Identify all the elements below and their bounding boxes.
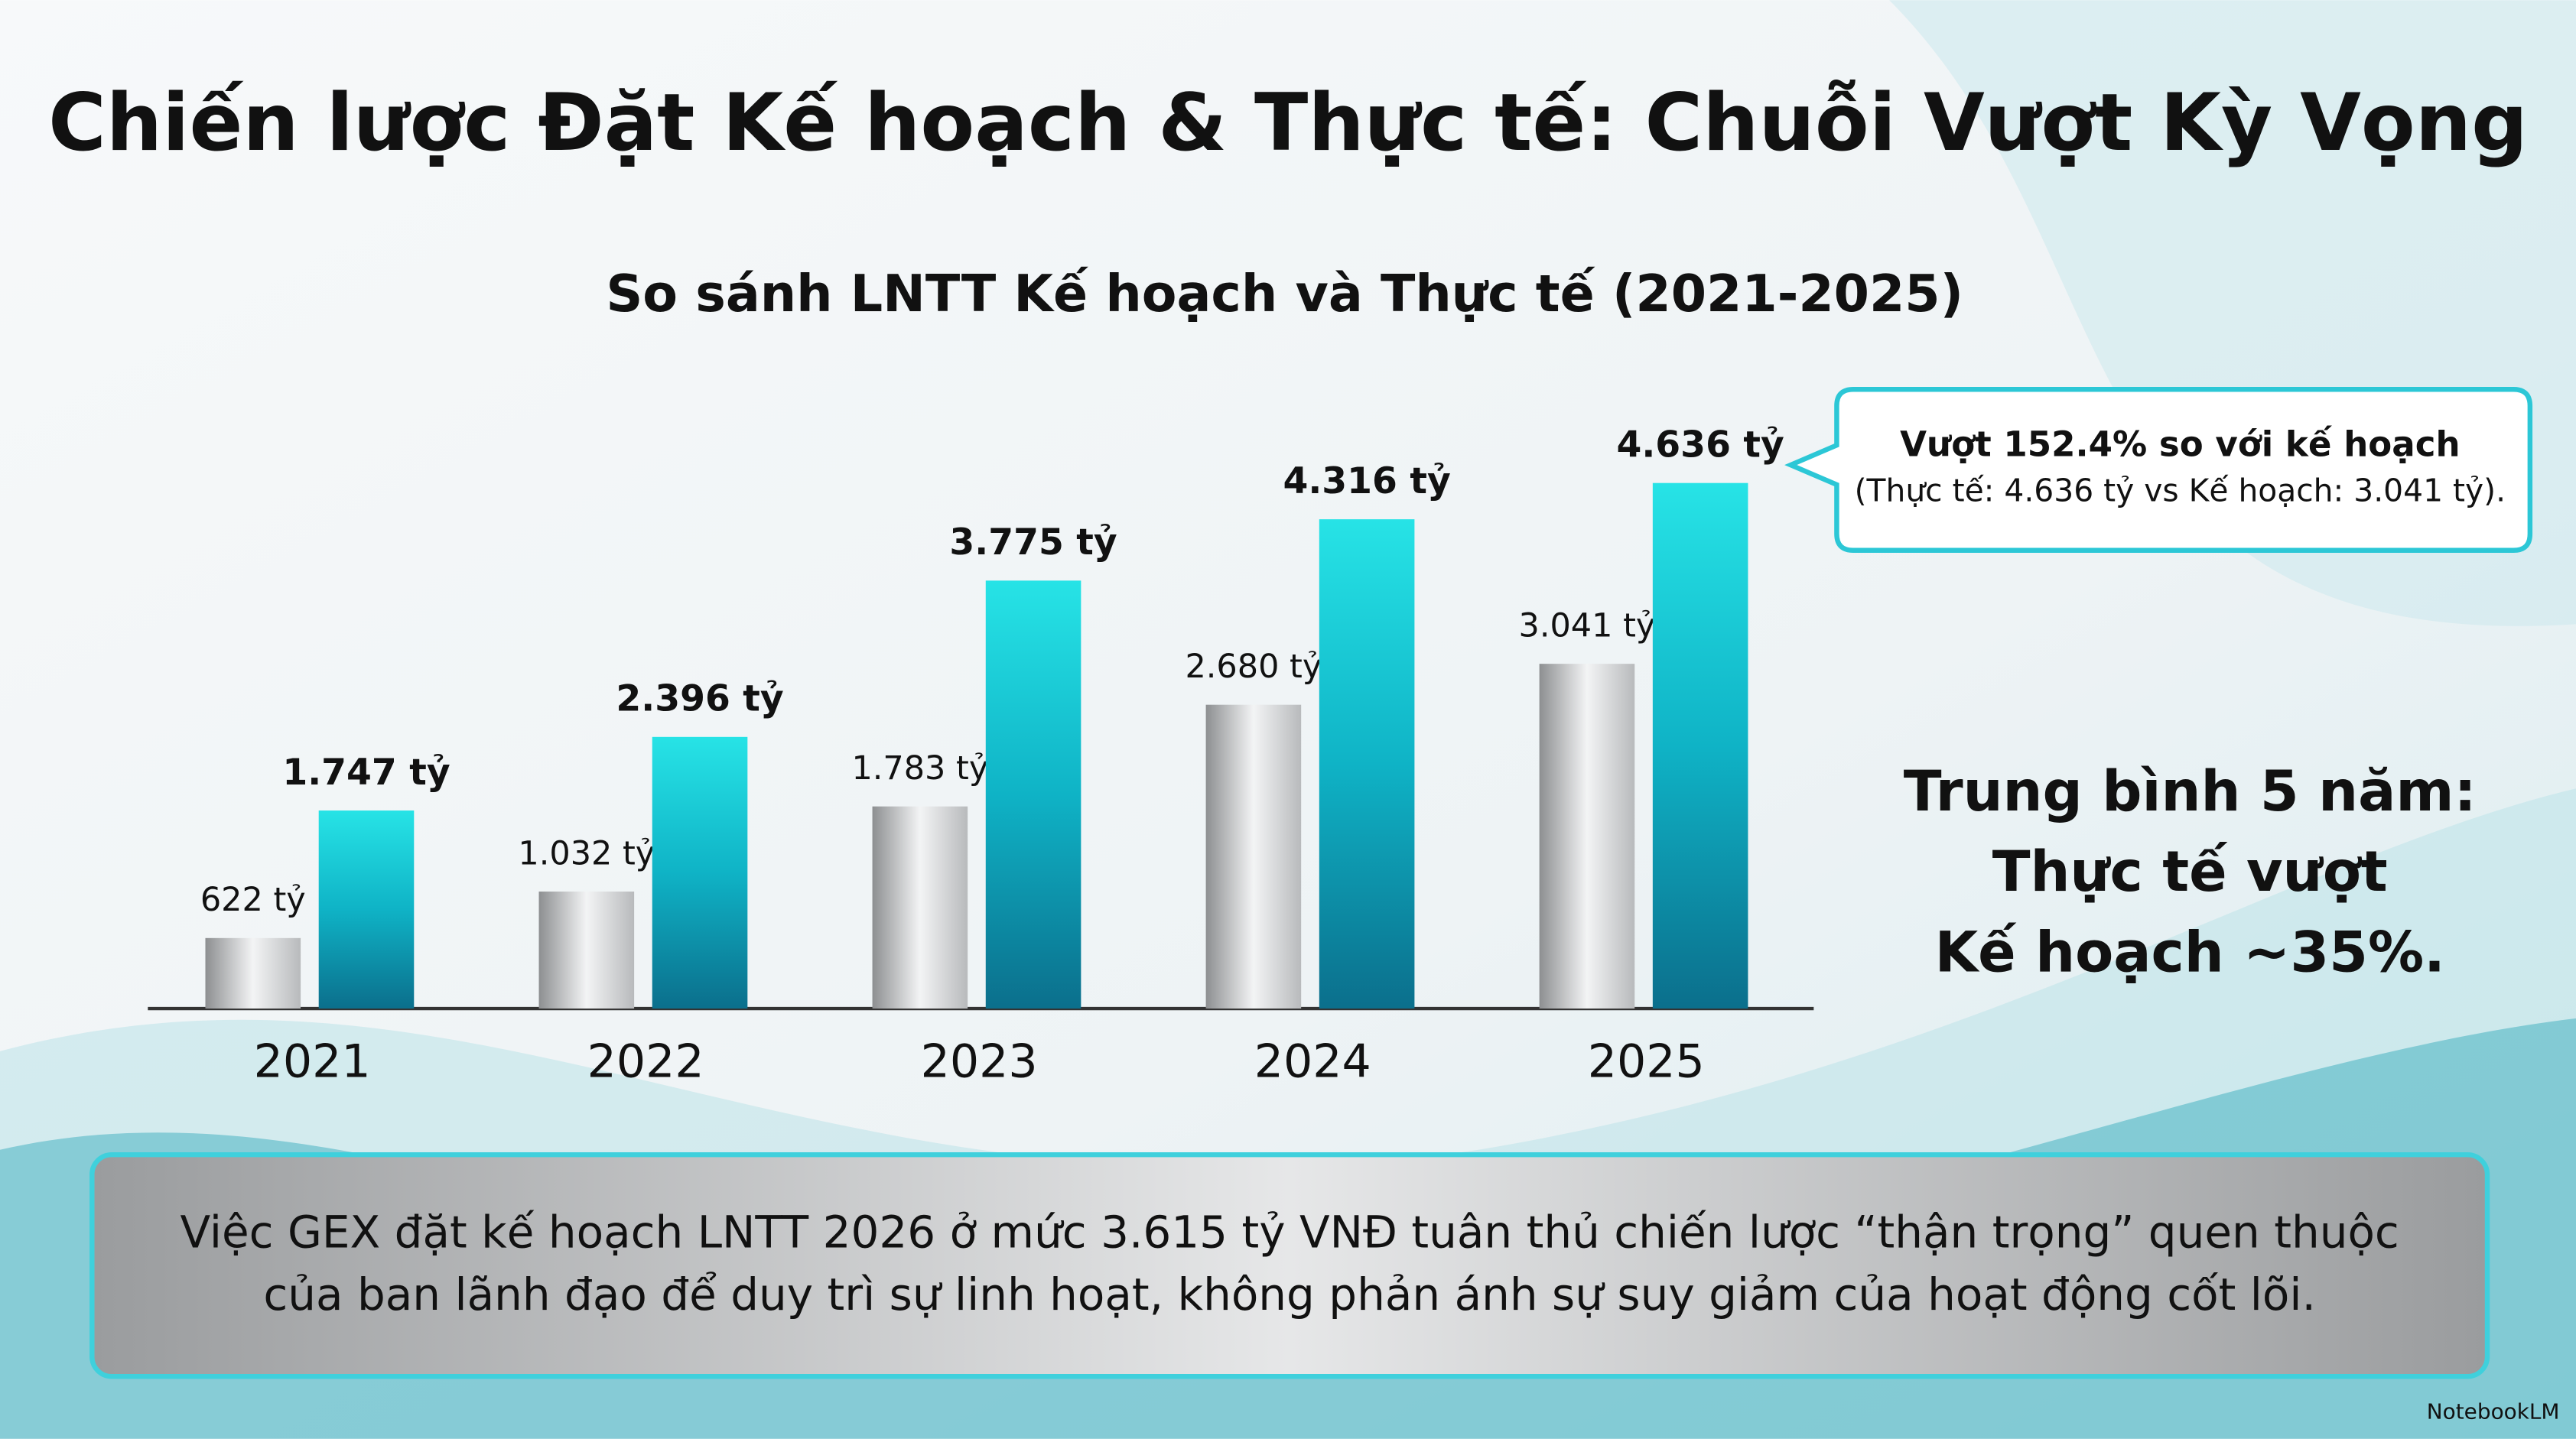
bar (318, 810, 415, 1009)
value-label: 1.783 tỷ (851, 749, 988, 788)
bar (872, 806, 968, 1009)
x-tick-label: 2022 (587, 1035, 704, 1089)
bar (1205, 704, 1302, 1009)
value-label: 2.396 tỷ (616, 678, 783, 720)
bar (652, 736, 748, 1009)
bar (985, 580, 1081, 1009)
value-label: 4.636 tỷ (1616, 424, 1784, 466)
x-tick-label: 2023 (921, 1035, 1038, 1089)
value-label: 622 tỷ (200, 881, 306, 919)
value-label: 2.680 tỷ (1185, 648, 1322, 686)
value-label: 3.775 tỷ (949, 521, 1117, 564)
slide-title: Chiến lược Đặt Kế hoạch & Thực tế: Chuỗi… (48, 77, 2528, 169)
conclusion-box (89, 1152, 2490, 1379)
summary-text: Kế hoạch ~35%. (1935, 920, 2445, 985)
conclusion-text: của ban lãnh đạo để duy trì sự linh hoạt… (263, 1268, 2316, 1320)
callout-text: Vượt 152.4% so với kế hoạch (1900, 424, 2460, 464)
x-tick-label: 2021 (254, 1035, 371, 1089)
summary-text: Thực tế vượt (1992, 840, 2388, 905)
conclusion-text: Việc GEX đặt kế hoạch LNTT 2026 ở mức 3.… (180, 1207, 2399, 1259)
bar (538, 892, 635, 1009)
bar (1539, 664, 1635, 1009)
bar (1319, 519, 1415, 1009)
x-tick-label: 2025 (1588, 1035, 1705, 1089)
value-label: 1.032 tỷ (518, 834, 655, 872)
callout-box (1784, 387, 2533, 553)
summary-text: Trung bình 5 năm: (1904, 759, 2477, 824)
bar (1652, 482, 1748, 1009)
chart-title: So sánh LNTT Kế hoạch và Thực tế (2021-2… (606, 264, 1963, 323)
bar (205, 937, 301, 1009)
brand: NotebookLM (2427, 1398, 2560, 1424)
value-label: 1.747 tỷ (282, 752, 450, 794)
x-tick-label: 2024 (1254, 1035, 1371, 1089)
value-label: 3.041 tỷ (1519, 606, 1656, 645)
value-label: 4.316 tỷ (1283, 460, 1450, 502)
callout-text: (Thực tế: 4.636 tỷ vs Kế hoạch: 3.041 tỷ… (1855, 473, 2506, 509)
